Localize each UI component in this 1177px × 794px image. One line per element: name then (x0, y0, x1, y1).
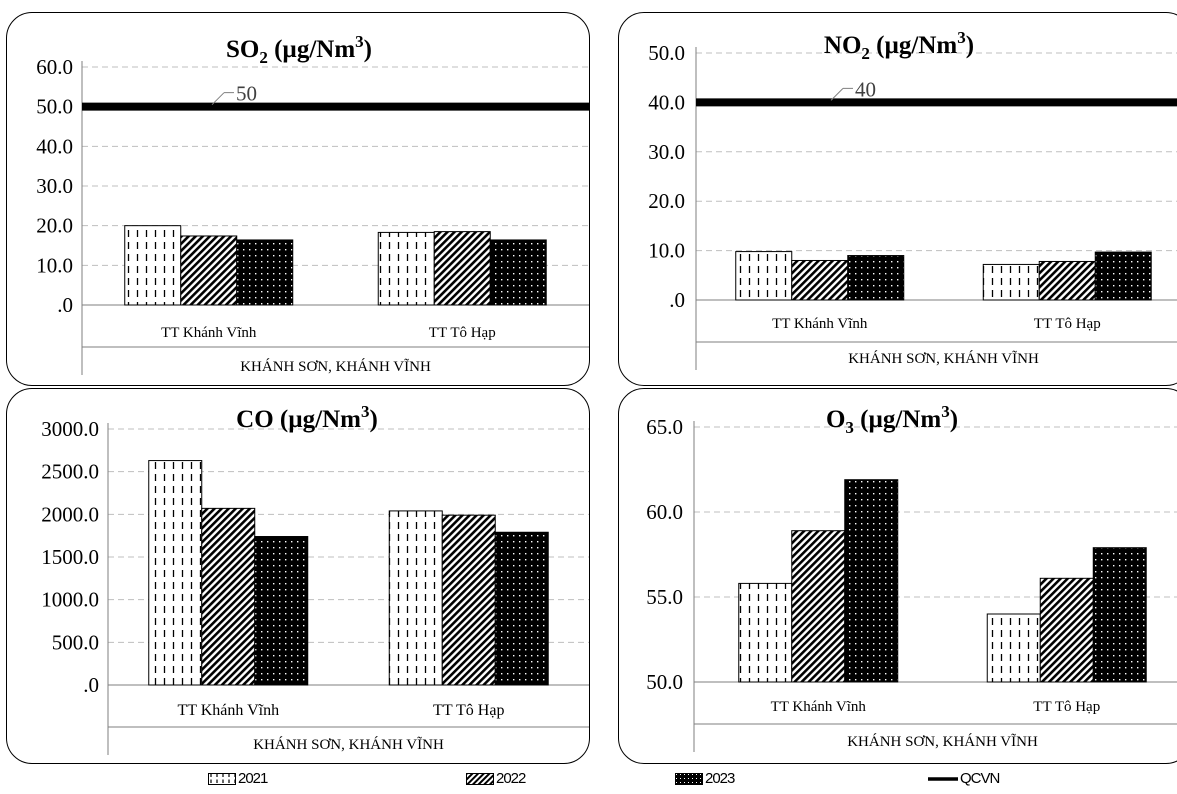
bar-2021 (377, 231, 435, 306)
chart-title: CO (µg/Nm3) (236, 402, 378, 433)
legend-item-qcvn: QCVN (928, 770, 1000, 787)
legend-label-2022: 2022 (496, 770, 526, 787)
bar-2022 (180, 235, 238, 306)
y-tick-label: 40.0 (648, 90, 685, 114)
bar-2022 (1039, 577, 1094, 683)
y-tick-label: 1500.0 (41, 545, 99, 569)
y-tick-label: 30.0 (648, 140, 685, 164)
legend-label-qcvn: QCVN (960, 770, 1000, 787)
y-tick-label: 65.0 (646, 415, 683, 439)
o3-chart-panel: 50.0 55.0 60.0 65.0 TT Khánh Vĩnh TT Tô Hạp KH… (618, 388, 1177, 764)
bar-2022 (201, 507, 256, 686)
bar-2021 (738, 582, 793, 683)
bar-2021 (735, 251, 793, 301)
limit-value-label: 40 (855, 77, 876, 101)
group-label: KHÁNH SƠN, KHÁNH VĨNH (253, 736, 444, 753)
y-tick-label: 50.0 (36, 95, 73, 119)
chart-svg: .0 500.0 1000.0 1500.0 2000.0 2500.0 3000.0 TT … (41, 402, 589, 755)
no2-chart-panel: .0 10.0 20.0 30.0 40.0 50.0 TT Khánh Vĩnh TT Tô… (618, 12, 1177, 386)
y-tick-label: 2500.0 (41, 460, 99, 484)
y-tick-label: 40.0 (36, 134, 73, 158)
y-tick-label: .0 (57, 293, 73, 317)
bar-2021 (124, 225, 182, 306)
bar-2023 (254, 536, 309, 686)
bar-2022 (791, 259, 849, 301)
bar-2023 (1094, 251, 1152, 301)
vertical-dash-pattern-icon (208, 772, 236, 785)
y-tick-label: 20.0 (648, 189, 685, 213)
chart-title: SO2 (µg/Nm3) (226, 32, 372, 67)
chart-title: NO2 (µg/Nm3) (824, 28, 974, 63)
category-label: TT Tô Hạp (1034, 316, 1101, 332)
legend-label-2023: 2023 (705, 770, 735, 787)
bar-2023 (1092, 547, 1147, 683)
bar-2023 (847, 255, 905, 301)
category-label: TT Khánh Vĩnh (772, 316, 868, 332)
y-tick-label: .0 (83, 673, 99, 697)
y-tick-label: 55.0 (646, 585, 683, 609)
y-tick-label: 10.0 (648, 239, 685, 263)
bar-2023 (494, 531, 549, 686)
chart-svg: .0 10.0 20.0 30.0 40.0 50.0 60.0 TT Khánh Vĩnh T… (36, 32, 589, 375)
group-label: KHÁNH SƠN, KHÁNH VĨNH (240, 358, 431, 375)
chart-svg: .0 10.0 20.0 30.0 40.0 50.0 TT Khánh Vĩnh TT Tô… (648, 28, 1177, 370)
category-label: TT Khánh Vĩnh (177, 702, 279, 719)
category-label: TT Tô Hạp (433, 702, 504, 719)
limit-label-leader (211, 92, 225, 106)
thick-line-icon (928, 776, 958, 781)
y-tick-label: 10.0 (36, 253, 73, 277)
category-label: TT Khánh Vĩnh (771, 699, 867, 715)
y-tick-label: .0 (669, 288, 685, 312)
y-tick-label: 50.0 (648, 41, 685, 65)
category-label: TT Tô Hạp (1033, 699, 1100, 715)
dark-dotted-pattern-icon (675, 772, 703, 785)
y-tick-label: 1000.0 (41, 588, 99, 612)
bar-2023 (489, 239, 547, 306)
group-label: KHÁNH SƠN, KHÁNH VĨNH (847, 733, 1038, 750)
bar-2023 (236, 239, 294, 306)
chart-legend: 2021 2022 2023 QCVN (0, 766, 1177, 792)
bar-2021 (148, 460, 203, 686)
so2-chart-panel: .0 10.0 20.0 30.0 40.0 50.0 60.0 TT Khánh Vĩnh T… (6, 12, 590, 386)
y-tick-label: 20.0 (36, 214, 73, 238)
diagonal-hatch-pattern-icon (466, 772, 494, 785)
y-tick-label: 60.0 (646, 500, 683, 524)
y-tick-label: 30.0 (36, 174, 73, 198)
bar-2023 (844, 479, 899, 683)
bar-2022 (441, 514, 496, 686)
bar-2021 (986, 613, 1041, 683)
category-label: TT Tô Hạp (429, 325, 496, 341)
bar-2022 (433, 231, 491, 306)
bar-2022 (1038, 260, 1096, 301)
group-label: KHÁNH SƠN, KHÁNH VĨNH (848, 350, 1039, 367)
bar-2021 (982, 263, 1040, 301)
co-chart-panel: .0 500.0 1000.0 1500.0 2000.0 2500.0 3000.0 TT … (6, 388, 590, 764)
chart-title: O3 (µg/Nm3) (826, 402, 958, 437)
y-tick-label: 3000.0 (41, 417, 99, 441)
legend-item-2021: 2021 (208, 770, 268, 787)
limit-label-leader (830, 88, 844, 101)
category-label: TT Khánh Vĩnh (161, 325, 257, 341)
legend-label-2021: 2021 (238, 770, 268, 787)
y-tick-label: 60.0 (36, 55, 73, 79)
legend-item-2022: 2022 (466, 770, 526, 787)
bar-2022 (791, 530, 846, 683)
y-tick-label: 500.0 (52, 630, 99, 654)
y-tick-label: 2000.0 (41, 502, 99, 526)
legend-item-2023: 2023 (675, 770, 735, 787)
bar-2021 (388, 510, 443, 686)
y-tick-label: 50.0 (646, 670, 683, 694)
chart-svg: 50.0 55.0 60.0 65.0 TT Khánh Vĩnh TT Tô Hạp KH… (646, 402, 1177, 752)
limit-value-label: 50 (236, 82, 257, 106)
